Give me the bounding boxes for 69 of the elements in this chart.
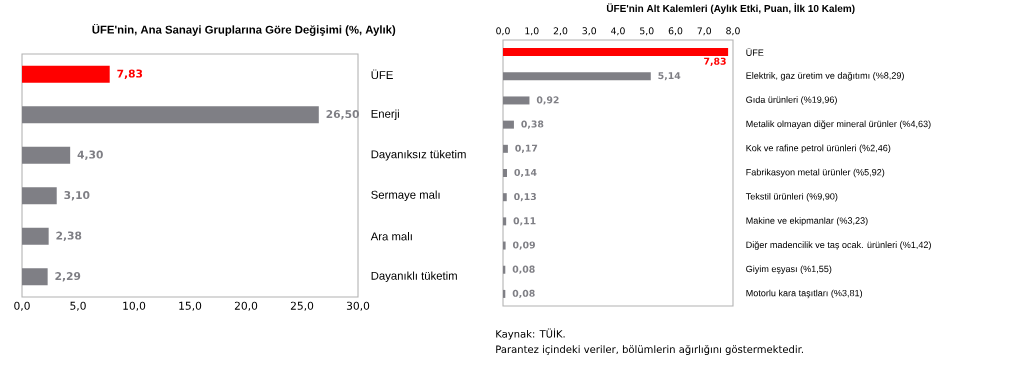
chart-title: ÜFE'nin, Ana Sanayi Gruplarına Göre Değişimi (%, Aylık) bbox=[92, 23, 396, 36]
bar bbox=[22, 65, 110, 83]
x2-tick-label: 7,0 bbox=[697, 27, 712, 36]
data-label: 0,11 bbox=[513, 217, 536, 226]
x2-tick-label: 4,0 bbox=[611, 27, 625, 36]
data-label: 7,83 bbox=[704, 57, 726, 66]
y-tick-label: Giyim eşyası (%1,55) bbox=[746, 265, 832, 274]
x2-tick-label: 1,0 bbox=[525, 27, 539, 36]
y-tick-label: Ara malı bbox=[370, 232, 412, 241]
bar bbox=[22, 187, 57, 205]
data-label: 0,13 bbox=[514, 193, 536, 202]
x2-tick-label: 2,0 bbox=[553, 27, 568, 36]
y-tick-label: Gıda ürünleri (%19,96) bbox=[746, 96, 837, 105]
bar bbox=[503, 120, 514, 129]
data-label: 2,29 bbox=[55, 272, 81, 282]
x-tick-label: 5,0 bbox=[70, 301, 86, 311]
chart-title: ÜFE'nin Alt Kalemleri (Aylık Etki, Puan, İlk 10 Kalem) bbox=[606, 3, 855, 14]
text: Parantez içindeki veriler, bölümlerin ağırlığını göstermektedir. bbox=[496, 345, 803, 355]
x2-tick-label: 5,0 bbox=[640, 27, 654, 36]
x2-tick-label: 6,0 bbox=[668, 27, 683, 36]
x2-tick-label: 8,0 bbox=[726, 27, 740, 36]
y-tick-label: ÜFE bbox=[371, 69, 393, 80]
bar bbox=[503, 169, 508, 177]
y-tick-label: Sermaye malı bbox=[371, 190, 440, 202]
x2-tick-label: 3,0 bbox=[582, 27, 597, 36]
y-tick-label: Dayanıksız tüketim bbox=[371, 149, 466, 161]
y-tick-label: Dayanıklı tüketim bbox=[371, 271, 457, 283]
x-tick-label: 0,0 bbox=[14, 301, 30, 311]
y-tick-label: Metalik olmayan diğer mineral ürünler (%4,63) bbox=[746, 120, 931, 129]
bar bbox=[503, 217, 507, 226]
x-tick-label: 20,0 bbox=[234, 301, 258, 311]
bar bbox=[22, 146, 71, 164]
data-label: 4,30 bbox=[77, 150, 103, 160]
x2-tick-label: 0,0 bbox=[496, 27, 510, 36]
bar bbox=[503, 96, 530, 105]
x-tick-label: 25,0 bbox=[290, 301, 314, 311]
y-tick-label: Motorlu kara taşıtları (%3,81) bbox=[746, 289, 863, 299]
bar bbox=[503, 144, 508, 153]
y-tick-label: Fabrikasyon metal ürünler (%5,92) bbox=[746, 168, 885, 178]
data-label: 2,38 bbox=[56, 231, 82, 241]
data-label: 5,14 bbox=[658, 72, 681, 81]
data-label: 0,14 bbox=[514, 168, 537, 178]
bar bbox=[503, 48, 729, 57]
x-tick-label: 15,0 bbox=[179, 301, 202, 311]
text: Kaynak: TÜİK. bbox=[496, 328, 565, 340]
bar bbox=[22, 268, 48, 286]
data-label: 0,08 bbox=[512, 289, 535, 299]
y-tick-label: Diğer madencilik ve taş ocak. ürünleri (%1,42) bbox=[746, 241, 931, 250]
bar bbox=[22, 227, 49, 245]
bar bbox=[22, 106, 319, 124]
data-label: 0,17 bbox=[515, 144, 538, 153]
data-label: 0,09 bbox=[512, 241, 535, 250]
data-label: 0,92 bbox=[536, 96, 559, 105]
data-label: 3,10 bbox=[64, 191, 90, 201]
bar bbox=[503, 241, 506, 250]
y-tick-label: Tekstil ürünleri (%9,90) bbox=[745, 192, 838, 202]
data-label: 0,38 bbox=[521, 120, 544, 129]
data-label: 7,83 bbox=[117, 69, 143, 79]
data-label: 26,50 bbox=[326, 110, 359, 120]
data-label: 0,08 bbox=[512, 265, 535, 274]
y-tick-label: Enerji bbox=[371, 109, 399, 121]
y-tick-label: Kok ve rafine petrol ürünleri (%2,46) bbox=[746, 144, 891, 154]
y-tick-label: ÜFE bbox=[746, 48, 764, 56]
y-tick-label: Elektrik, gaz üretim ve dağıtımı (%8,29) bbox=[746, 71, 904, 81]
bar bbox=[503, 193, 507, 202]
y-tick-label: Makine ve ekipmanlar (%3,23) bbox=[746, 217, 868, 226]
x-tick-label: 10,0 bbox=[123, 301, 146, 311]
x-tick-label: 30,0 bbox=[346, 301, 370, 311]
bar bbox=[503, 72, 651, 81]
